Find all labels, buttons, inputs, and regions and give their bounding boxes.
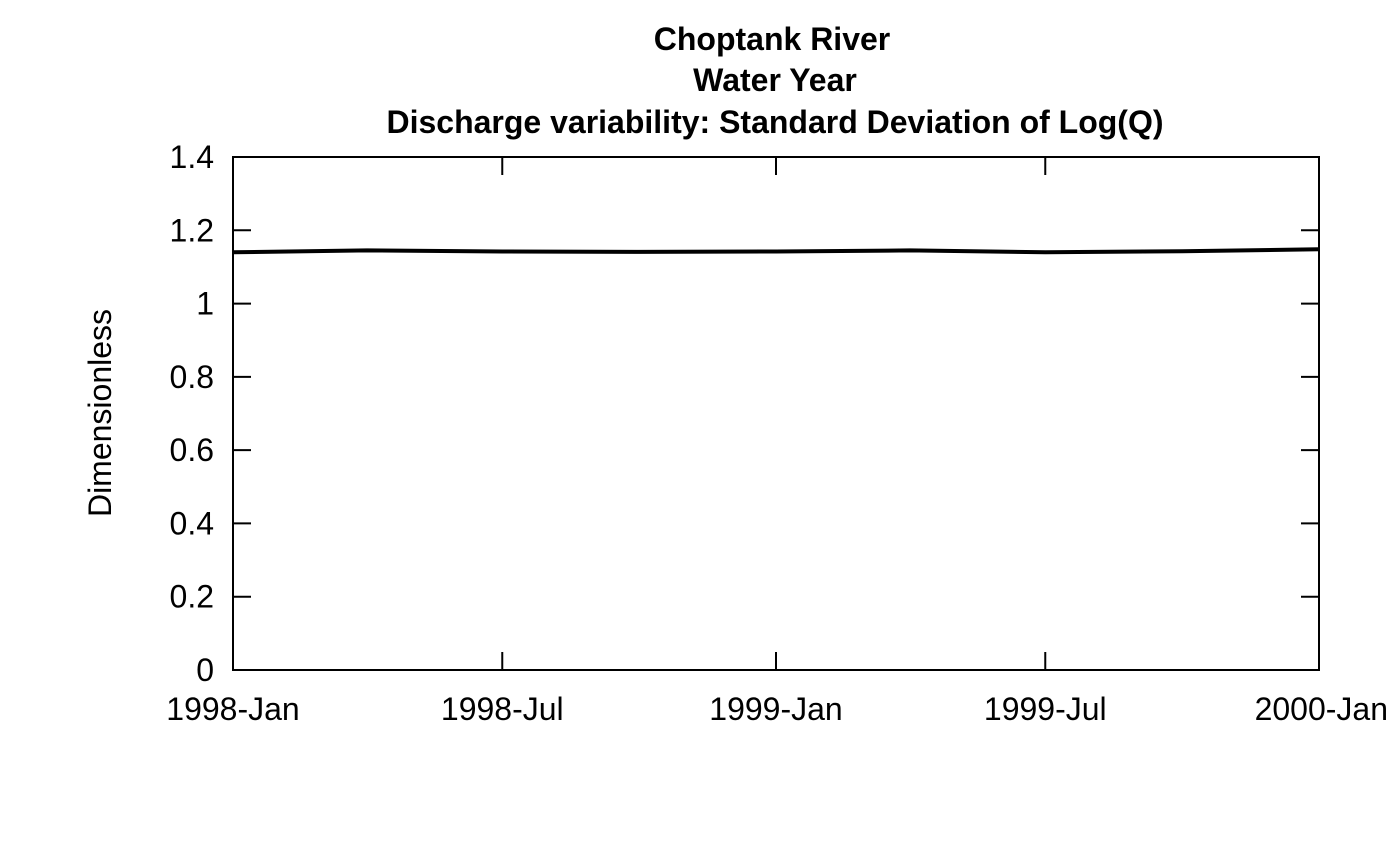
chart-subtitle-line: Water Year: [693, 62, 857, 98]
y-tick-label: 0.4: [170, 505, 214, 541]
x-tick-label: 2000-Jan: [1255, 691, 1388, 727]
y-tick-label: 1.2: [170, 212, 214, 248]
series-line: [232, 247, 1320, 255]
chart-title-line: Choptank River: [654, 21, 890, 57]
y-tick-label: 0.8: [170, 359, 214, 395]
x-tick-label: 1998-Jan: [166, 691, 299, 727]
y-tick-label: 0.6: [170, 432, 214, 468]
x-tick-label: 1999-Jul: [984, 691, 1107, 727]
x-tick-label: 1998-Jul: [441, 691, 564, 727]
x-tick-label: 1999-Jan: [709, 691, 842, 727]
series-layer: [232, 247, 1320, 255]
y-axis-label: Dimensionless: [82, 309, 118, 517]
chart-title: Choptank River Water Year Discharge vari…: [386, 21, 1163, 140]
chart-subtitle-line: Discharge variability: Standard Deviatio…: [386, 104, 1163, 140]
y-tick-label: 1: [196, 286, 214, 322]
y-tick-label: 1.4: [170, 139, 214, 175]
y-tick-label: 0: [196, 652, 214, 688]
y-axis-ticks: 0 0.2 0.4 0.6 0.8 1 1.2 1.4: [170, 139, 1319, 688]
plot-frame: [232, 156, 1320, 671]
x-axis-ticks: 1998-Jan 1998-Jul 1999-Jan 1999-Jul 2000-Jan: [166, 157, 1388, 727]
y-tick-label: 0.2: [170, 579, 214, 615]
